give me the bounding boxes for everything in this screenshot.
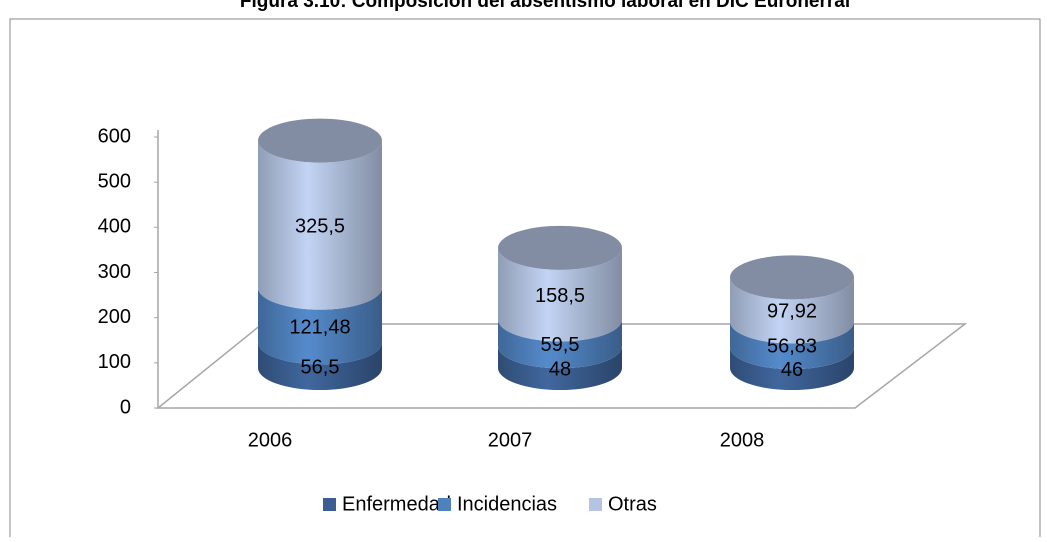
y-tick-label: 200 — [98, 306, 131, 328]
cylinder-segment — [498, 247, 622, 342]
y-tick-label: 600 — [98, 125, 131, 147]
legend-label: Otras — [608, 493, 657, 515]
data-label: 158,5 — [535, 285, 585, 307]
legend-label: Incidencias — [457, 493, 557, 515]
cylinder-segment — [498, 319, 622, 369]
cylinder-top — [258, 118, 382, 163]
y-tick-label: 0 — [120, 396, 131, 418]
legend-swatch — [589, 498, 602, 511]
floor — [155, 323, 968, 409]
data-label: 121,48 — [289, 316, 350, 338]
x-tick-label: 2008 — [720, 429, 765, 451]
chart-title: Figura 3.10: Composición del absentismo … — [240, 0, 850, 12]
legend-swatch — [323, 498, 336, 511]
legend-label: Enfermedad — [342, 493, 451, 515]
data-label: 59,5 — [541, 334, 580, 356]
data-label: 97,92 — [767, 301, 817, 323]
y-tick-label: 300 — [98, 261, 131, 283]
cylinder-top — [498, 225, 622, 270]
data-label: 325,5 — [295, 215, 345, 237]
data-label: 56,5 — [301, 357, 340, 379]
cylinder-segment — [258, 140, 382, 310]
legend-swatch — [438, 498, 451, 511]
cylinder-segment — [258, 287, 382, 365]
chart-frame — [9, 18, 1041, 542]
y-tick-label: 500 — [98, 170, 131, 192]
cylinder-segment — [730, 321, 854, 370]
x-tick-label: 2007 — [488, 429, 533, 451]
cylinder-top — [730, 255, 854, 300]
data-label: 48 — [549, 358, 571, 380]
y-tick-label: 100 — [98, 351, 131, 373]
x-tick-label: 2006 — [248, 429, 293, 451]
cylinder-segment — [730, 347, 854, 390]
data-label: 56,83 — [767, 336, 817, 358]
cylinder-segment — [498, 346, 622, 390]
y-tick-label: 400 — [98, 216, 131, 238]
cylinder-segment — [730, 277, 854, 344]
data-label: 46 — [781, 359, 803, 381]
cylinder-segment — [258, 342, 382, 390]
